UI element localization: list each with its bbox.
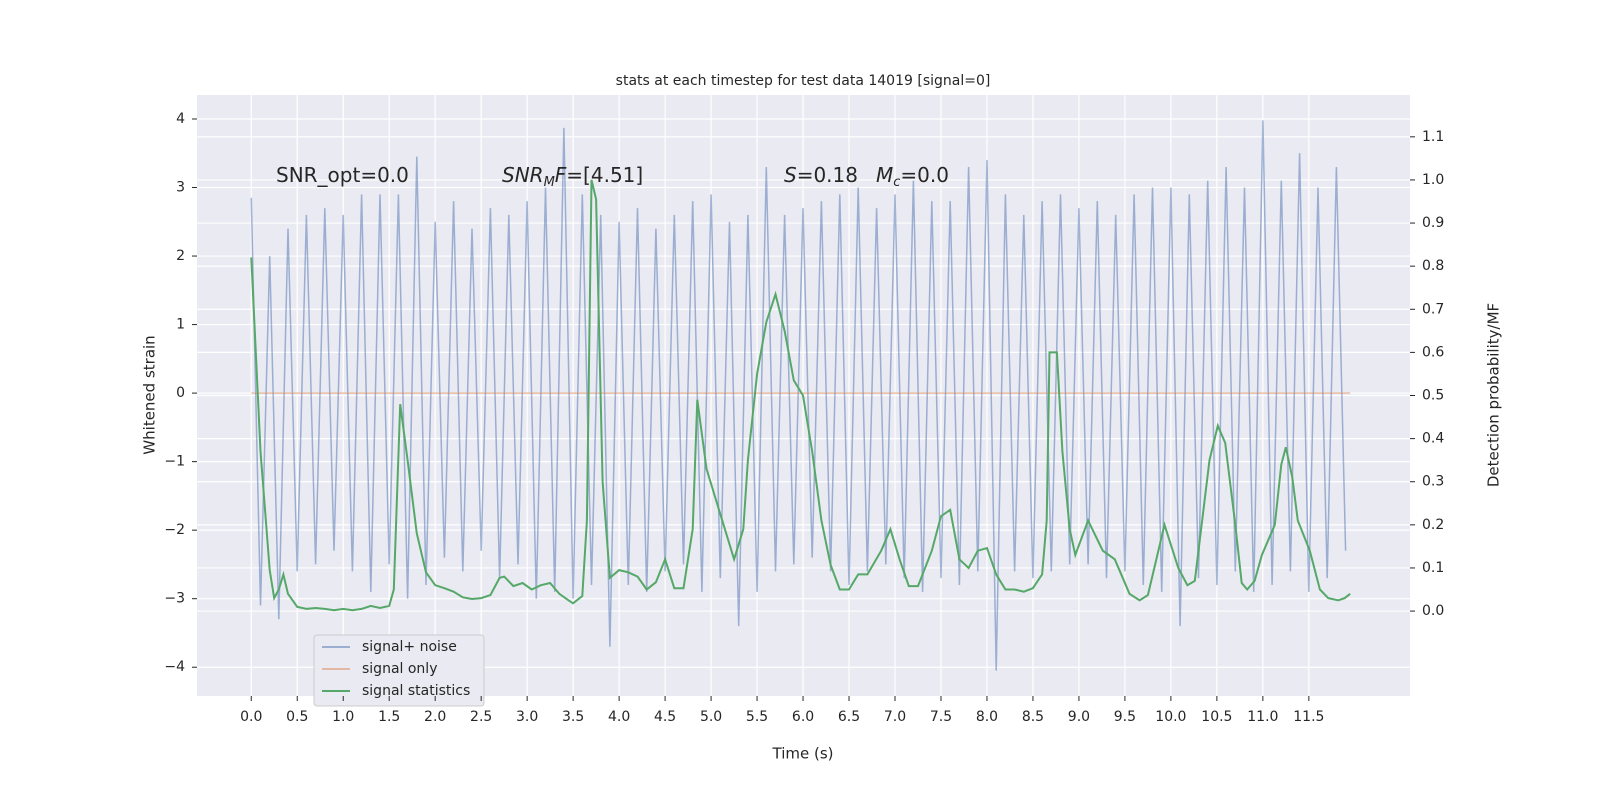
y2-tick-label: 0.1 xyxy=(1422,560,1444,576)
legend-label: signal statistics xyxy=(362,683,470,699)
x-tick-label: 4.5 xyxy=(654,709,676,725)
y-tick-label: −4 xyxy=(164,659,185,675)
x-tick-label: 0.5 xyxy=(286,709,308,725)
y2-tick-label: 0.8 xyxy=(1422,258,1444,274)
legend-box xyxy=(313,634,485,707)
legend: signal+ noise signal only signal statistic… xyxy=(313,634,485,707)
x-tick-label: 2.5 xyxy=(470,709,492,725)
y2-tick-label: 0.3 xyxy=(1422,474,1444,490)
x-tick-label: 8.5 xyxy=(1022,709,1044,725)
x-tick-label: 8.0 xyxy=(976,709,998,725)
x-tick-label: 1.0 xyxy=(332,709,354,725)
annotation: SNR_opt=0.0 xyxy=(276,163,409,187)
y2-tick-label: 0.4 xyxy=(1422,431,1444,447)
x-tick-label: 11.0 xyxy=(1247,709,1278,725)
x-tick-label: 0.0 xyxy=(240,709,262,725)
annotation-text: c xyxy=(893,175,900,190)
x-tick-label: 6.0 xyxy=(792,709,814,725)
annotation-text: M xyxy=(876,163,893,187)
x-tick-label: 3.0 xyxy=(516,709,538,725)
series-line xyxy=(250,179,1351,612)
y-tick-label: 3 xyxy=(176,180,185,196)
x-axis-label: Time (s) xyxy=(772,745,834,763)
x-tick-label: 5.0 xyxy=(700,709,722,725)
x-tick-label: 9.0 xyxy=(1068,709,1090,725)
annotation: S=0.18 Mc=0.0 xyxy=(784,163,949,190)
annotation-text: M xyxy=(544,175,555,190)
x-tick-label: 7.5 xyxy=(930,709,952,725)
y2-tick-label: 0.0 xyxy=(1422,603,1444,619)
y2-tick-label: 0.2 xyxy=(1422,517,1444,533)
annotation-text: =0.0 xyxy=(900,163,949,187)
y2-tick-label: 0.6 xyxy=(1422,344,1444,360)
x-tick-label: 10.5 xyxy=(1201,709,1232,725)
x-tick-label: 6.5 xyxy=(838,709,860,725)
y-tick-label: 1 xyxy=(176,317,185,333)
x-tick-label: 2.0 xyxy=(424,709,446,725)
x-tick-label: 11.5 xyxy=(1293,709,1324,725)
x-tick-label: 3.5 xyxy=(562,709,584,725)
annotation-text: F xyxy=(555,163,567,187)
y-tick-label: −3 xyxy=(164,591,185,607)
y2-tick-label: 1.0 xyxy=(1422,172,1444,188)
y-tick-label: −2 xyxy=(164,522,185,538)
annotation-text: =[4.51] xyxy=(566,163,643,187)
y-tick-label: 0 xyxy=(176,385,185,401)
x-tick-label: 4.0 xyxy=(608,709,630,725)
y-tick-label: −1 xyxy=(164,454,185,470)
x-tick-label: 7.0 xyxy=(884,709,906,725)
x-tick-label: 1.5 xyxy=(378,709,400,725)
annotation-text: SNR xyxy=(502,163,544,187)
chart-title: stats at each timestep for test data 140… xyxy=(616,73,991,89)
y2-tick-label: 1.1 xyxy=(1422,129,1444,145)
x-tick-label: 10.0 xyxy=(1155,709,1186,725)
y2-tick-label: 0.5 xyxy=(1422,388,1444,404)
y2-tick-label: 0.7 xyxy=(1422,301,1444,317)
legend-label: signal+ noise xyxy=(362,639,457,655)
annotation: SNRMF=[4.51] xyxy=(502,163,643,190)
x-tick-label: 9.5 xyxy=(1114,709,1136,725)
y-axis-label: Whitened strain xyxy=(141,335,159,454)
legend-label: signal only xyxy=(362,661,437,677)
annotation-text: =0.18 xyxy=(797,163,858,187)
x-tick-label: 5.5 xyxy=(746,709,768,725)
y2-axis-label: Detection probability/MF xyxy=(1485,303,1503,487)
y-tick-label: 2 xyxy=(176,248,185,264)
annotation-text: SNR_opt=0.0 xyxy=(276,163,409,187)
annotation-text: S xyxy=(784,163,797,187)
y2-tick-label: 0.9 xyxy=(1422,215,1444,231)
y-tick-label: 4 xyxy=(176,111,185,127)
